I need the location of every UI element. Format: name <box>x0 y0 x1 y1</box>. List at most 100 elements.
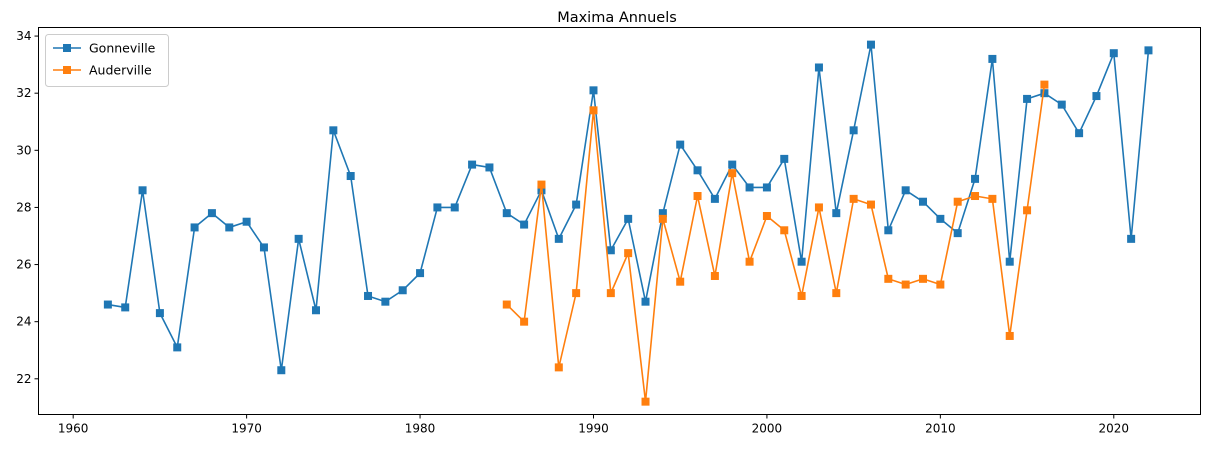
data-point <box>572 200 581 209</box>
data-point <box>450 203 459 212</box>
data-point <box>832 209 841 218</box>
data-point <box>242 217 251 226</box>
data-point <box>346 172 355 181</box>
data-point <box>745 257 754 266</box>
data-point <box>658 209 667 218</box>
data-point <box>710 194 719 203</box>
data-point <box>433 203 442 212</box>
legend-label: Auderville <box>89 63 152 78</box>
data-point <box>225 223 234 232</box>
data-point <box>294 234 303 243</box>
data-point <box>797 257 806 266</box>
data-point <box>728 160 737 169</box>
data-point <box>988 194 997 203</box>
data-point <box>693 192 702 201</box>
data-point <box>728 169 737 178</box>
data-point <box>676 277 685 286</box>
data-point <box>849 194 858 203</box>
chart-title: Maxima Annuels <box>557 10 677 26</box>
data-point <box>311 306 320 315</box>
data-point <box>398 286 407 295</box>
data-point <box>745 183 754 192</box>
data-point <box>103 300 112 309</box>
data-point <box>207 209 216 218</box>
data-point <box>485 163 494 172</box>
legend-marker <box>63 66 71 74</box>
data-point <box>589 86 598 95</box>
data-point <box>520 220 529 229</box>
legend: Gonneville Auderville <box>45 34 169 87</box>
data-point <box>641 297 650 306</box>
data-point <box>416 269 425 278</box>
data-point <box>849 126 858 135</box>
data-point <box>936 280 945 289</box>
series-gonneville <box>103 40 1153 375</box>
data-point <box>572 289 581 298</box>
data-point <box>190 223 199 232</box>
y-axis: 22 24 26 28 30 32 34 <box>16 29 39 386</box>
data-point <box>468 160 477 169</box>
data-point <box>658 214 667 223</box>
data-point <box>814 203 823 212</box>
data-point <box>971 174 980 183</box>
data-point <box>624 214 633 223</box>
data-point <box>1005 257 1014 266</box>
data-point <box>502 300 511 309</box>
x-tick-label: 1990 <box>578 422 609 436</box>
data-point <box>381 297 390 306</box>
data-point <box>866 200 875 209</box>
data-point <box>1092 92 1101 101</box>
y-tick-label: 32 <box>16 86 31 100</box>
series-line <box>107 43 1150 372</box>
legend-item-gonneville: Gonneville <box>53 41 156 56</box>
data-point <box>901 186 910 195</box>
data-point <box>606 289 615 298</box>
data-point <box>710 271 719 280</box>
data-point <box>121 303 130 312</box>
series-auderville <box>502 80 1049 406</box>
y-tick-label: 28 <box>16 200 31 214</box>
data-point <box>554 234 563 243</box>
data-point <box>762 212 771 221</box>
x-tick-label: 2020 <box>1099 422 1130 436</box>
x-tick-label: 1960 <box>58 422 89 436</box>
x-tick-label: 2000 <box>752 422 783 436</box>
data-point <box>780 226 789 235</box>
y-tick-label: 30 <box>16 143 31 157</box>
plot-frame <box>38 27 1201 415</box>
data-point <box>537 180 546 189</box>
data-point <box>1057 100 1066 109</box>
data-point <box>762 183 771 192</box>
data-point <box>676 140 685 149</box>
data-point <box>502 209 511 218</box>
data-point <box>884 226 893 235</box>
data-point <box>1127 234 1136 243</box>
data-point <box>138 186 147 195</box>
data-point <box>1005 331 1014 340</box>
y-tick-label: 24 <box>16 315 31 329</box>
series-layer <box>103 40 1153 406</box>
x-tick-label: 2010 <box>925 422 956 436</box>
data-point <box>936 214 945 223</box>
data-point <box>554 363 563 372</box>
x-tick-label: 1970 <box>231 422 262 436</box>
data-point <box>919 197 928 206</box>
data-point <box>814 63 823 72</box>
data-point <box>364 291 373 300</box>
data-point <box>1109 49 1118 58</box>
data-point <box>155 309 164 318</box>
data-point <box>901 280 910 289</box>
series-line <box>506 84 1046 403</box>
data-point <box>919 274 928 283</box>
data-point <box>520 317 529 326</box>
data-point <box>1023 94 1032 103</box>
data-point <box>988 54 997 63</box>
x-axis: 1960 1970 1980 1990 2000 2010 2020 <box>58 414 1130 436</box>
data-point <box>277 366 286 375</box>
data-point <box>1040 80 1049 89</box>
data-point <box>1023 206 1032 215</box>
data-point <box>589 106 598 115</box>
y-tick-label: 22 <box>16 372 31 386</box>
data-point <box>780 154 789 163</box>
